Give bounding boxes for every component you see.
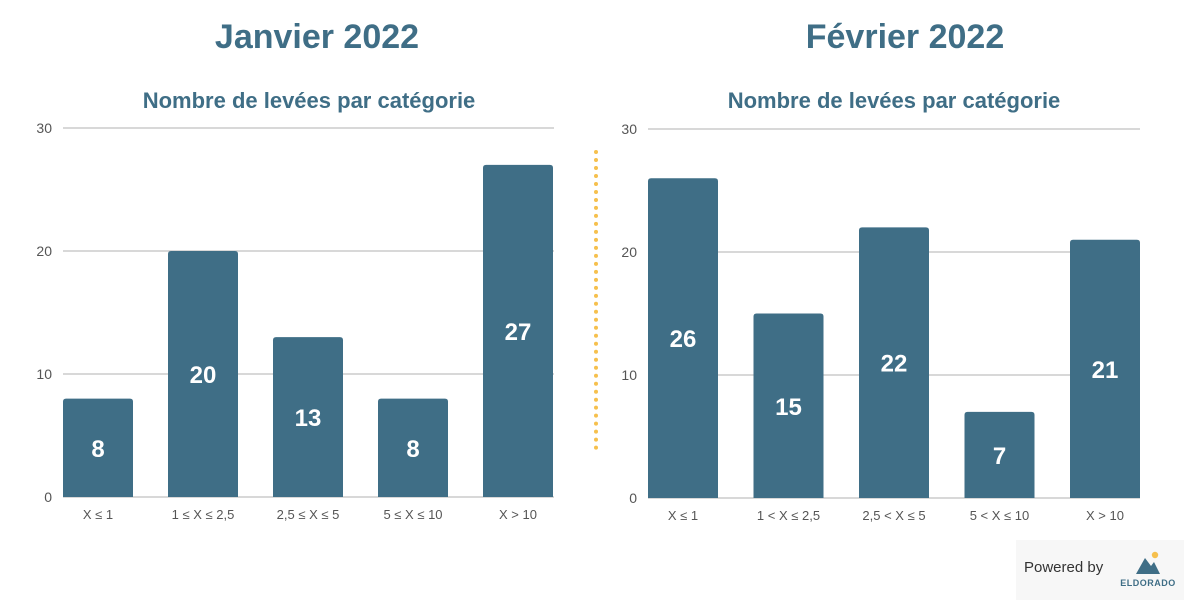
bar-value-label: 20 xyxy=(190,362,217,389)
x-tick-label: 1 < X ≤ 2,5 xyxy=(757,508,820,523)
bar-value-label: 8 xyxy=(406,436,419,463)
bar xyxy=(1070,239,1140,498)
x-tick-label: X > 10 xyxy=(1086,508,1124,523)
month-title-february: Février 2022 xyxy=(805,18,1005,56)
x-tick-label: 1 ≤ X ≤ 2,5 xyxy=(172,507,235,522)
bar-value-label: 7 xyxy=(993,443,1006,470)
y-tick-label: 20 xyxy=(621,244,637,260)
bar-value-label: 8 xyxy=(91,436,104,463)
bar-value-label: 22 xyxy=(881,351,908,378)
bar-chart-january: 0 10 20 30 8 X ≤ 1 20 1 ≤ X ≤ 2,5 13 2,5 ≤ X ≤ 5 8… xyxy=(36,120,554,522)
x-tick-label: X > 10 xyxy=(499,507,537,522)
y-tick-label: 10 xyxy=(36,366,52,382)
y-tick-label: 20 xyxy=(36,243,52,259)
bar xyxy=(273,337,343,497)
bar xyxy=(483,164,553,497)
y-tick-label: 0 xyxy=(44,489,52,505)
bar-chart-february: 0 10 20 30 26 X ≤ 1 15 1 < X ≤ 2,5 22 2,5 < X ≤ 5… xyxy=(621,121,1140,523)
powered-by-label: Powered by xyxy=(1024,559,1104,576)
x-tick-label: 2,5 ≤ X ≤ 5 xyxy=(277,507,340,522)
x-tick-label: 5 < X ≤ 10 xyxy=(970,508,1030,523)
month-title-january: Janvier 2022 xyxy=(214,18,420,56)
chart-title-february: Nombre de levées par catégorie xyxy=(727,88,1061,113)
bar xyxy=(63,398,133,497)
brand-name: ELDORADO xyxy=(1120,578,1176,588)
bar xyxy=(648,178,718,498)
bar xyxy=(168,251,238,497)
bar xyxy=(964,411,1035,498)
x-tick-label: 2,5 < X ≤ 5 xyxy=(862,508,925,523)
bar xyxy=(378,398,448,497)
eldorado-logo: ELDORADO xyxy=(1120,548,1176,596)
bar xyxy=(859,227,929,498)
y-tick-label: 30 xyxy=(621,121,637,137)
bar-value-label: 13 xyxy=(295,405,322,432)
bar-value-label: 26 xyxy=(670,326,697,353)
bar xyxy=(753,313,824,498)
bar-value-label: 21 xyxy=(1092,357,1119,384)
x-tick-label: X ≤ 1 xyxy=(83,507,113,522)
bar-value-label: 27 xyxy=(505,319,532,346)
x-tick-label: 5 ≤ X ≤ 10 xyxy=(383,507,442,522)
y-tick-label: 10 xyxy=(621,367,637,383)
mountain-icon xyxy=(1136,551,1160,574)
y-tick-label: 30 xyxy=(36,120,52,136)
bar-value-label: 15 xyxy=(775,394,802,421)
powered-by-badge: Powered by ELDORADO xyxy=(1016,540,1184,600)
x-tick-label: X ≤ 1 xyxy=(668,508,698,523)
y-tick-label: 0 xyxy=(629,490,637,506)
dotted-divider xyxy=(594,150,598,450)
chart-title-january: Nombre de levées par catégorie xyxy=(142,88,476,113)
